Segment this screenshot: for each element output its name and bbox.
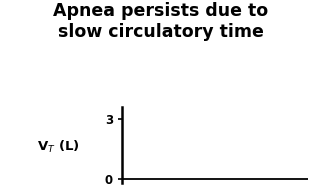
Text: V$_T$ (L): V$_T$ (L) <box>37 139 79 155</box>
Text: Apnea persists due to
slow circulatory time: Apnea persists due to slow circulatory t… <box>53 2 268 41</box>
